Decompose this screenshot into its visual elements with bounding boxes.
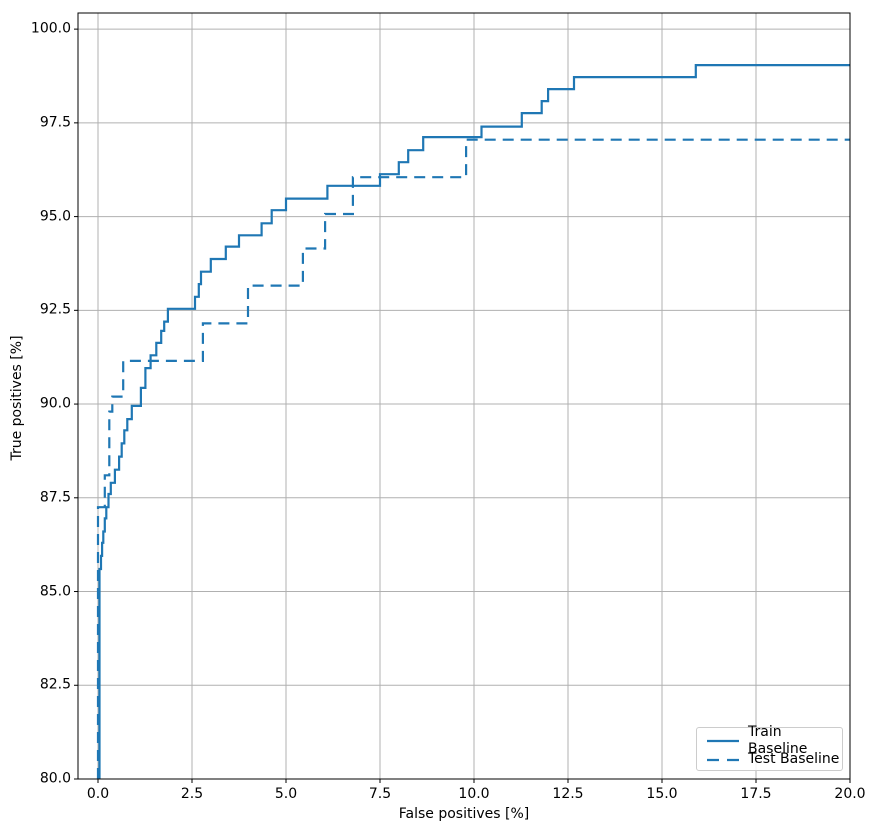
x-tick-label: 20.0 — [834, 786, 866, 802]
grid-lines — [78, 13, 851, 780]
x-tick-label: 17.5 — [740, 786, 772, 802]
y-tick-label: 95.0 — [39, 208, 71, 225]
x-tick-label: 5.0 — [274, 786, 298, 802]
legend-entry-train: Train Baseline — [706, 724, 842, 757]
test-line-sample — [707, 758, 739, 761]
legend-entry-test: Test Baseline — [706, 750, 842, 769]
axes-spines — [77, 12, 851, 780]
train-baseline-curve — [98, 63, 850, 779]
y-tick-label: 85.0 — [39, 583, 71, 600]
y-tick-label: 90.0 — [39, 395, 71, 412]
y-tick-label: 97.5 — [39, 114, 71, 131]
x-tick-label: 2.5 — [180, 786, 204, 802]
x-tick-label: 10.0 — [458, 786, 490, 802]
legend-label-train: Train Baseline — [748, 723, 808, 757]
train-line-sample — [707, 739, 739, 742]
y-axis-label: True positives [%] — [9, 335, 25, 461]
series-lines — [96, 63, 850, 779]
x-tick-label: 15.0 — [646, 786, 678, 802]
x-tick-label: 0.0 — [86, 786, 110, 802]
y-tick-label: 100.0 — [30, 20, 71, 37]
y-tick-label: 92.5 — [39, 301, 71, 318]
x-axis-label: False positives [%] — [398, 806, 530, 822]
x-tick-label: 7.5 — [368, 786, 392, 802]
y-tick-label: 82.5 — [39, 676, 71, 693]
tick-marks — [74, 28, 851, 783]
test-baseline-curve — [96, 138, 850, 779]
plot-border — [77, 12, 851, 780]
legend-label-test: Test Baseline — [748, 751, 840, 767]
legend: Train Baseline Test Baseline — [696, 724, 843, 771]
y-tick-label: 87.5 — [39, 489, 71, 506]
y-tick-label: 80.0 — [39, 770, 71, 787]
x-tick-label: 12.5 — [552, 786, 584, 802]
